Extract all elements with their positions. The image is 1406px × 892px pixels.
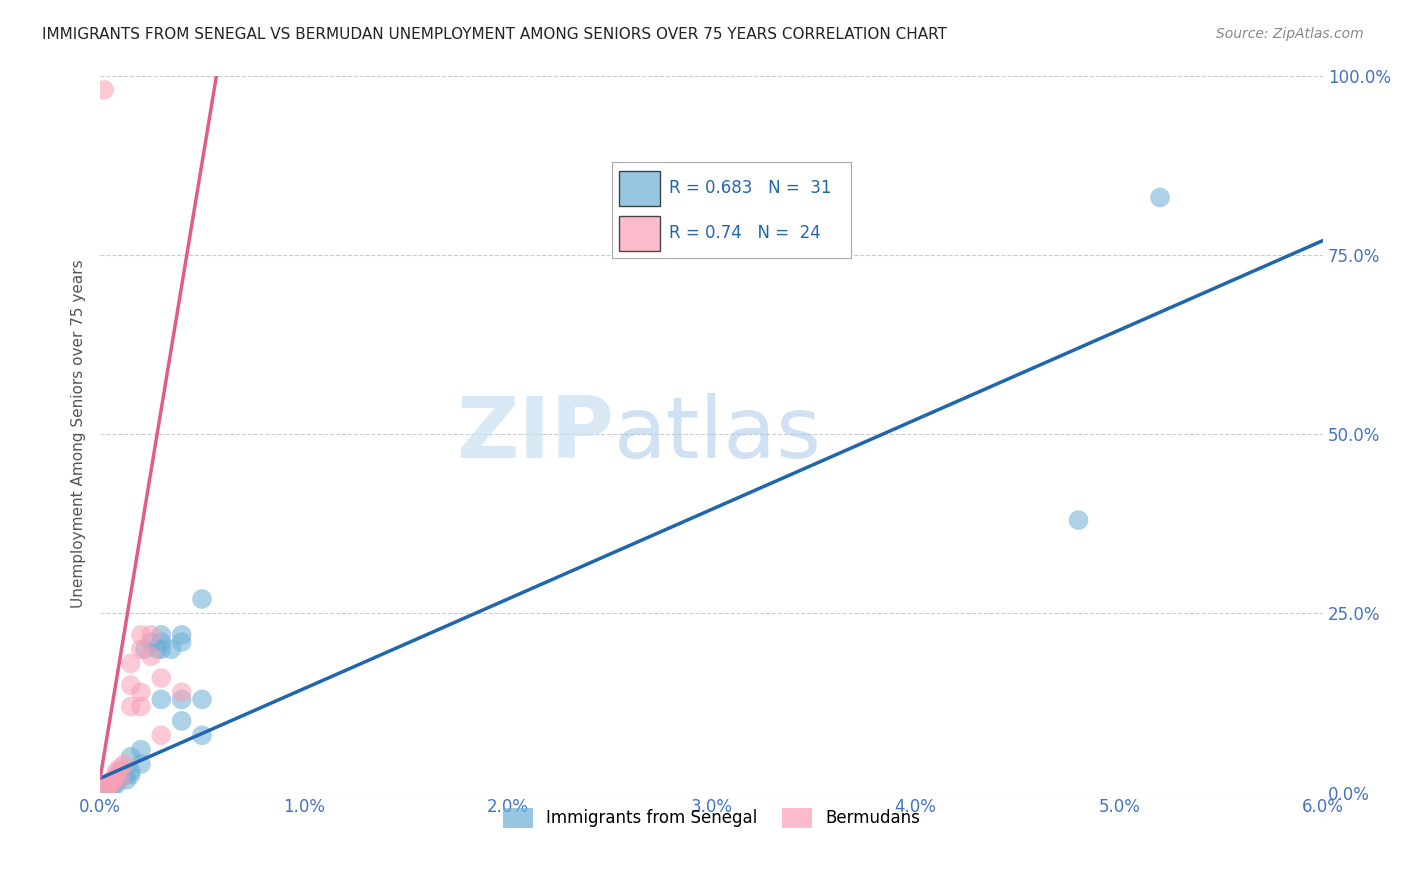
- Point: [191, 728, 214, 742]
- Point: [170, 685, 193, 699]
- Point: [129, 756, 152, 771]
- Point: [129, 699, 152, 714]
- Point: [96, 782, 118, 797]
- Point: [150, 635, 173, 649]
- Point: [150, 692, 173, 706]
- Text: IMMIGRANTS FROM SENEGAL VS BERMUDAN UNEMPLOYMENT AMONG SENIORS OVER 75 YEARS COR: IMMIGRANTS FROM SENEGAL VS BERMUDAN UNEM…: [42, 27, 948, 42]
- Point: [93, 83, 115, 97]
- Point: [150, 671, 173, 685]
- Point: [120, 768, 142, 782]
- Point: [120, 657, 142, 671]
- Point: [150, 642, 173, 657]
- Point: [120, 749, 142, 764]
- Point: [139, 628, 162, 642]
- Point: [170, 714, 193, 728]
- Point: [129, 685, 152, 699]
- Point: [139, 649, 162, 664]
- FancyBboxPatch shape: [619, 170, 659, 206]
- Point: [160, 642, 183, 657]
- Point: [110, 760, 132, 774]
- Y-axis label: Unemployment Among Seniors over 75 years: Unemployment Among Seniors over 75 years: [72, 260, 86, 608]
- Text: R = 0.74   N =  24: R = 0.74 N = 24: [669, 224, 821, 242]
- Point: [120, 699, 142, 714]
- Point: [139, 635, 162, 649]
- Point: [103, 772, 125, 786]
- Point: [134, 642, 156, 657]
- Point: [110, 772, 132, 786]
- Text: ZIP: ZIP: [456, 392, 614, 475]
- Point: [129, 628, 152, 642]
- Point: [105, 764, 128, 779]
- Point: [129, 642, 152, 657]
- Point: [120, 678, 142, 692]
- Point: [170, 628, 193, 642]
- Point: [120, 764, 142, 779]
- Point: [110, 764, 132, 779]
- Point: [115, 772, 138, 787]
- Point: [105, 777, 128, 791]
- Point: [1067, 513, 1090, 527]
- Legend: Immigrants from Senegal, Bermudans: Immigrants from Senegal, Bermudans: [496, 801, 927, 835]
- Point: [114, 756, 136, 771]
- Point: [101, 780, 124, 794]
- Point: [191, 592, 214, 607]
- Point: [103, 775, 125, 789]
- Point: [98, 779, 121, 793]
- Point: [101, 775, 124, 789]
- Point: [97, 780, 120, 794]
- Point: [110, 772, 132, 786]
- Point: [170, 692, 193, 706]
- Point: [150, 628, 173, 642]
- FancyBboxPatch shape: [619, 216, 659, 252]
- Text: R = 0.683   N =  31: R = 0.683 N = 31: [669, 179, 831, 197]
- Point: [150, 728, 173, 742]
- Text: Source: ZipAtlas.com: Source: ZipAtlas.com: [1216, 27, 1364, 41]
- Point: [1149, 190, 1171, 204]
- Point: [105, 768, 128, 782]
- Point: [98, 775, 121, 789]
- Point: [146, 642, 169, 657]
- Point: [191, 692, 214, 706]
- Point: [170, 635, 193, 649]
- Point: [129, 742, 152, 756]
- Text: atlas: atlas: [614, 392, 821, 475]
- Point: [114, 768, 136, 782]
- Point: [98, 779, 121, 793]
- Point: [97, 782, 120, 797]
